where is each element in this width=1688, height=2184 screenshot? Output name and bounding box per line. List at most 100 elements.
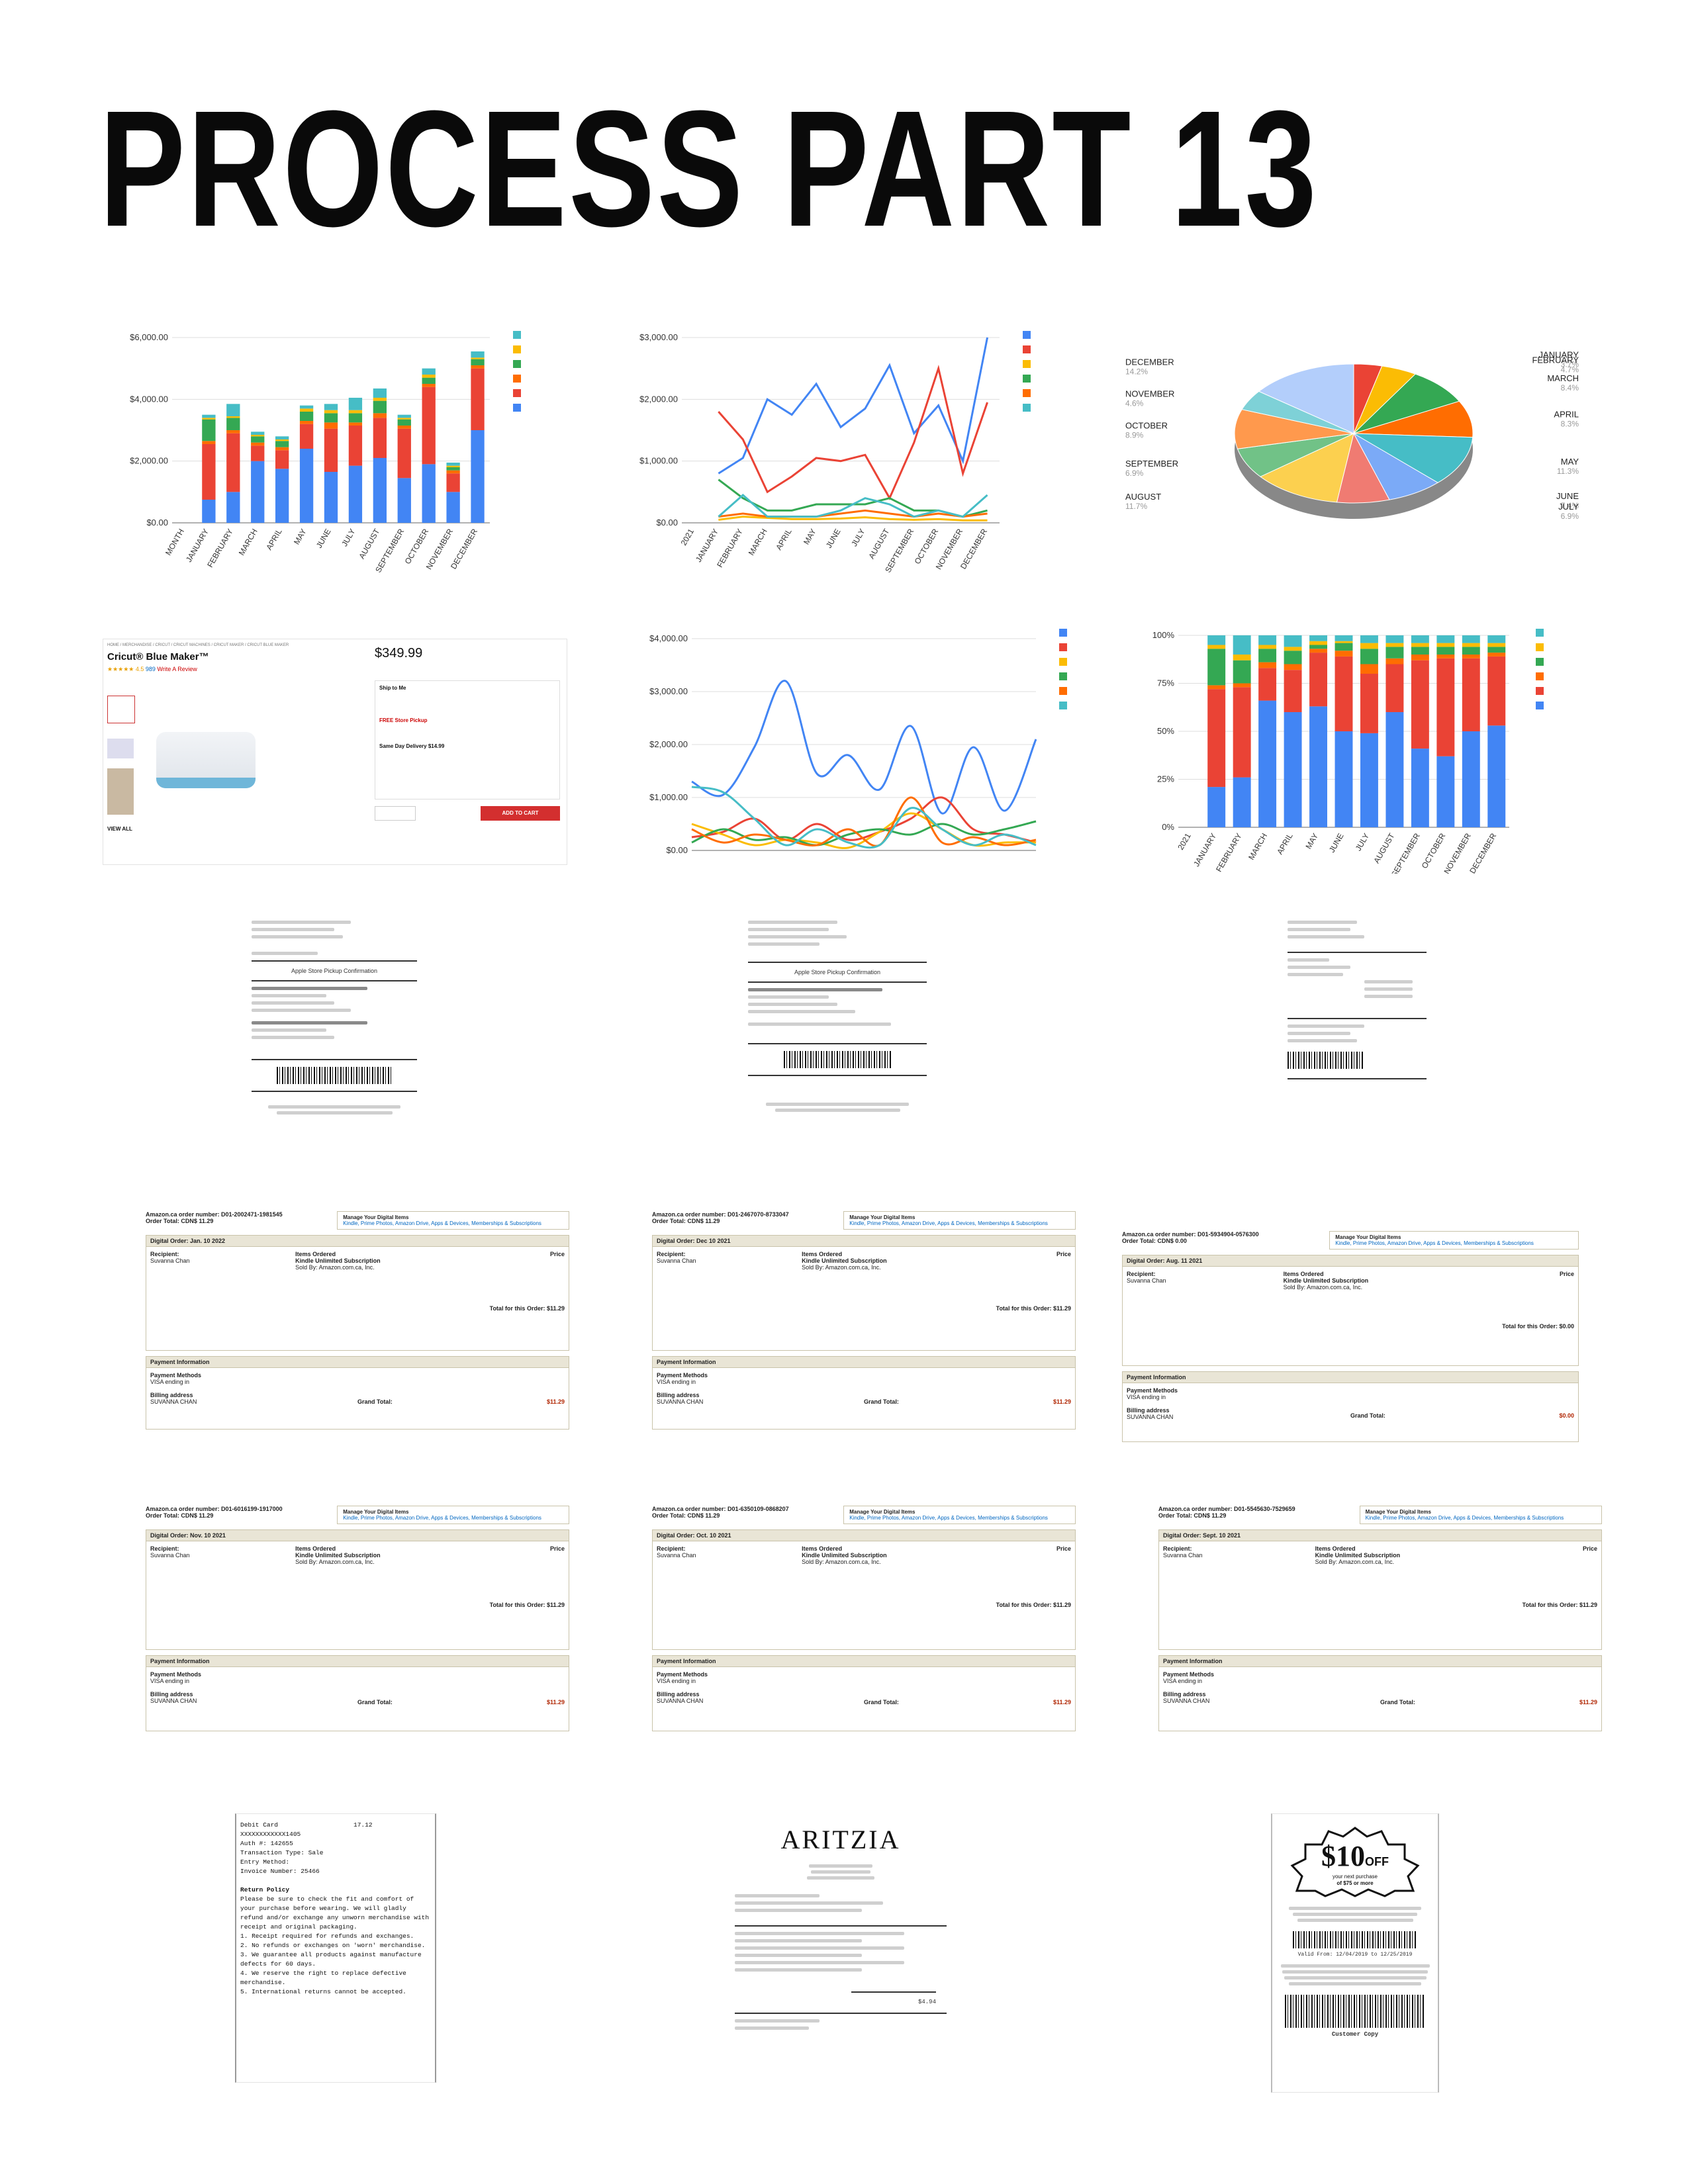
payment-info-header: Payment Information xyxy=(652,1356,1076,1368)
legend-swatch xyxy=(1023,375,1031,383)
pie-pct: 7.4% xyxy=(1561,501,1579,510)
write-review-link[interactable]: Write A Review xyxy=(157,666,197,672)
manage-digital-items[interactable]: Manage Your Digital Items Kindle, Prime P… xyxy=(843,1211,1076,1230)
bar-segment xyxy=(1462,655,1480,659)
billing-label: Billing address xyxy=(150,1691,193,1698)
product-thumbnail[interactable] xyxy=(107,768,134,815)
same-day-option[interactable]: Same Day Delivery $14.99 xyxy=(379,743,445,749)
pie-label: MARCH xyxy=(1547,373,1579,383)
manage-digital-items[interactable]: Manage Your Digital Items Kindle, Prime P… xyxy=(1359,1506,1602,1524)
billing-label: Billing address xyxy=(150,1392,193,1398)
bar-segment xyxy=(226,430,240,433)
manage-digital-items[interactable]: Manage Your Digital Items Kindle, Prime P… xyxy=(843,1506,1076,1524)
pie-pct: 4.6% xyxy=(1125,398,1144,408)
bar-segment xyxy=(1462,647,1480,655)
receipt-line: 4. We reserve the right to replace defec… xyxy=(240,1970,406,1977)
receipt-line: 5. International returns cannot be accep… xyxy=(240,1988,406,1995)
bar-segment xyxy=(1360,649,1378,664)
x-tick-label: MARCH xyxy=(237,527,259,557)
item-name: Kindle Unlimited Subscription xyxy=(295,1257,381,1264)
coupon-badge: $10OFF your next purchase of $75 or more xyxy=(1289,1825,1421,1897)
manage-digital-items[interactable]: Manage Your Digital Items Kindle, Prime P… xyxy=(337,1506,569,1524)
grand-total-label: Grand Total: xyxy=(357,1699,393,1706)
items-ordered-label: Items Ordered xyxy=(802,1251,843,1257)
bar-segment xyxy=(1411,655,1429,660)
manage-title: Manage Your Digital Items xyxy=(849,1509,915,1515)
bar-segment xyxy=(1284,651,1302,664)
payment-method-label: Payment Methods xyxy=(150,1372,202,1379)
bar-segment xyxy=(446,492,460,523)
bar-segment xyxy=(202,419,216,441)
bar-segment xyxy=(446,467,460,471)
bar-segment xyxy=(1487,635,1506,643)
x-tick-label: JANUARY xyxy=(184,527,211,564)
aritzia-receipt: ARITZIA $4.94 xyxy=(735,1813,947,2091)
grand-total-label: Grand Total: xyxy=(864,1699,899,1706)
order-total: Order Total: CDN$ 11.29 xyxy=(146,1512,214,1519)
bar-segment xyxy=(299,412,314,421)
series-line xyxy=(691,786,1037,849)
bar-segment xyxy=(348,422,363,426)
payment-method-label: Payment Methods xyxy=(657,1372,708,1379)
order-number: Amazon.ca order number: D01-2002471-1981… xyxy=(146,1211,283,1218)
billing-label: Billing address xyxy=(657,1691,700,1698)
legend-swatch xyxy=(1536,629,1544,637)
invoice-header: Amazon.ca order number: D01-2467070-8733… xyxy=(652,1211,1076,1230)
bar-segment xyxy=(275,436,289,439)
pie-label: FEBRUARY xyxy=(1532,355,1579,365)
bar-segment xyxy=(373,418,387,458)
manage-digital-items[interactable]: Manage Your Digital Items Kindle, Prime P… xyxy=(337,1211,569,1230)
coupon-off: OFF xyxy=(1365,1855,1389,1868)
pie-label: MAY xyxy=(1561,457,1579,467)
sold-by: Sold By: Amazon.com.ca, Inc. xyxy=(1283,1284,1363,1291)
bar-segment xyxy=(275,450,289,469)
bar-segment xyxy=(202,444,216,500)
price-label: Price xyxy=(1582,1545,1597,1552)
recipient-label: Recipient: xyxy=(657,1251,686,1257)
receipt-line: Entry Method: xyxy=(240,1858,290,1866)
bar-segment xyxy=(1436,655,1455,659)
manage-links: Kindle, Prime Photos, Amazon Drive, Apps… xyxy=(1365,1515,1564,1521)
bar-segment xyxy=(471,365,485,369)
receipt-line: defects for 60 days. xyxy=(240,1960,316,1968)
x-tick-label: 2021 xyxy=(679,527,696,547)
grand-total-value: $11.29 xyxy=(546,1699,565,1706)
bar-segment xyxy=(1207,787,1226,827)
product-thumbnail[interactable] xyxy=(107,696,135,723)
total-for-order-label: Total for this Order: xyxy=(489,1601,545,1608)
series-line xyxy=(718,509,988,518)
pie-label: DECEMBER xyxy=(1125,357,1174,367)
bar-segment xyxy=(1233,660,1251,684)
bar-segment xyxy=(397,419,411,426)
bar-segment xyxy=(251,436,265,443)
store-pickup-option[interactable]: FREE Store Pickup xyxy=(379,717,428,723)
pie-label: SEPTEMBER xyxy=(1125,459,1178,469)
manage-digital-items[interactable]: Manage Your Digital Items Kindle, Prime P… xyxy=(1329,1231,1579,1250)
total-for-order-label: Total for this Order: xyxy=(996,1601,1052,1608)
ship-option[interactable]: Ship to Me xyxy=(379,685,406,691)
pie-label: AUGUST xyxy=(1125,492,1161,502)
bar-segment xyxy=(324,422,338,429)
product-thumbnail[interactable] xyxy=(107,739,134,758)
coupon-amount: $10 xyxy=(1321,1840,1365,1872)
bar-segment xyxy=(422,377,436,384)
receipt-line: your purchase before wearing. We will gl… xyxy=(240,1905,406,1912)
x-tick-label: MAY xyxy=(1303,832,1320,851)
view-all-button[interactable]: VIEW ALL xyxy=(107,826,132,832)
legend-swatch xyxy=(1059,629,1067,637)
bar-segment xyxy=(1411,643,1429,647)
price-label: Price xyxy=(1559,1271,1574,1277)
bar-segment xyxy=(1360,635,1378,643)
legend-swatch xyxy=(513,345,521,353)
order-total: Order Total: CDN$ 0.00 xyxy=(1122,1238,1187,1244)
bar-segment xyxy=(299,449,314,523)
billing-name: SUVANNA CHAN xyxy=(150,1698,197,1705)
y-tick-label: 0% xyxy=(1162,822,1174,832)
recipient-label: Recipient: xyxy=(1127,1271,1156,1277)
quantity-stepper[interactable] xyxy=(375,806,416,821)
line-chart-monthly: $0.00 $1,000.00 $2,000.00 $3,000.00 2021 JANU… xyxy=(609,324,1046,596)
coupon-receipt: $10OFF your next purchase of $75 or more… xyxy=(1271,1813,1439,2093)
add-to-cart-button[interactable]: ADD TO CART xyxy=(481,806,560,821)
aritzia-total: $4.94 xyxy=(917,1999,936,2005)
